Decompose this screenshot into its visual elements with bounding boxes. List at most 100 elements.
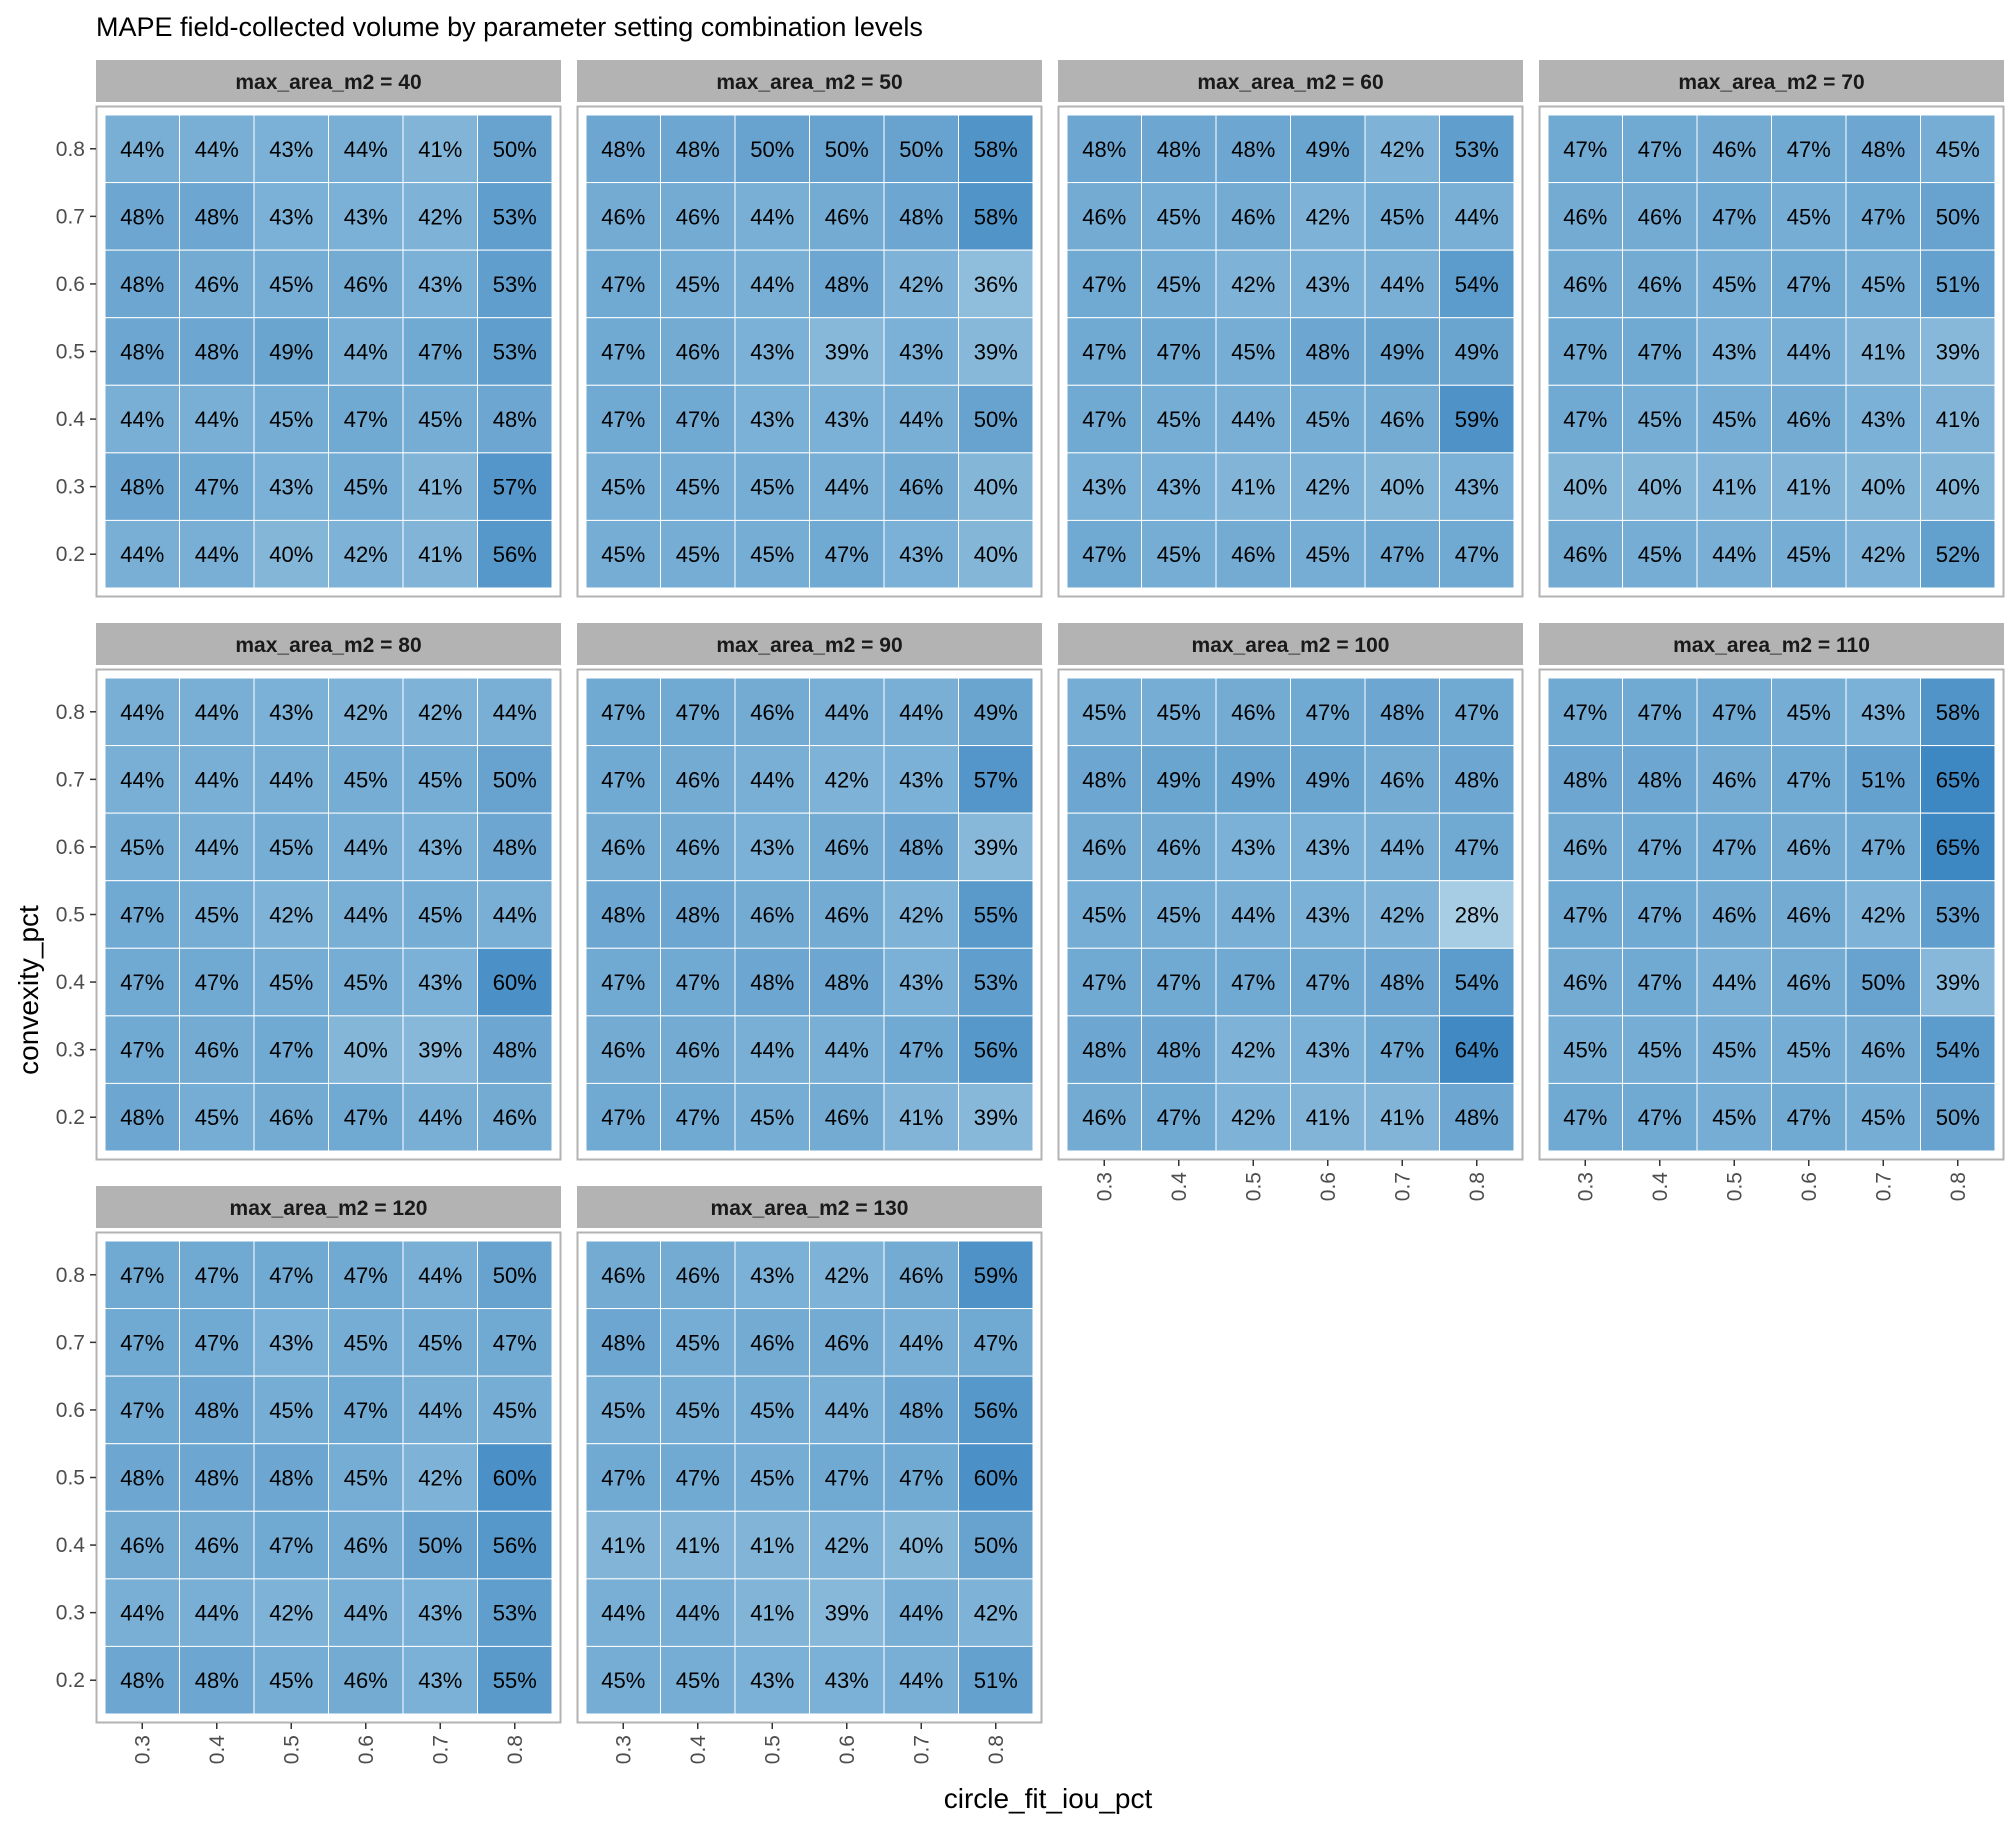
cell-value-label: 53% bbox=[493, 1601, 537, 1626]
heatmap-cell bbox=[958, 519, 1034, 589]
cell-value-label: 45% bbox=[269, 407, 313, 432]
cell-value-label: 65% bbox=[1936, 767, 1980, 792]
cell-value-label: 47% bbox=[1082, 407, 1126, 432]
cell-value-label: 47% bbox=[1380, 542, 1424, 567]
heatmap-cell bbox=[1439, 317, 1515, 386]
cell-value-label: 48% bbox=[120, 272, 164, 297]
x-axis-title: circle_fit_iou_pct bbox=[944, 1783, 1153, 1814]
heatmap-cell bbox=[328, 384, 404, 454]
cell-value-label: 40% bbox=[1861, 475, 1905, 500]
cell-value-label: 44% bbox=[825, 1398, 869, 1423]
cell-value-label: 44% bbox=[195, 137, 239, 162]
heatmap-cell bbox=[734, 1082, 810, 1152]
cell-value-label: 42% bbox=[899, 903, 943, 928]
heatmap-cell bbox=[958, 1082, 1034, 1152]
cell-value-label: 60% bbox=[493, 1466, 537, 1491]
cell-value-label: 44% bbox=[120, 767, 164, 792]
y-tick-label: 0.2 bbox=[56, 1669, 85, 1692]
cell-value-label: 45% bbox=[269, 970, 313, 995]
cell-value-label: 50% bbox=[974, 407, 1018, 432]
cell-value-label: 48% bbox=[120, 1668, 164, 1693]
heatmap-cell bbox=[809, 1082, 885, 1152]
y-tick-label: 0.8 bbox=[56, 1264, 85, 1287]
cell-value-label: 53% bbox=[1455, 137, 1499, 162]
cell-value-label: 47% bbox=[493, 1330, 537, 1355]
heatmap-cell bbox=[1439, 1082, 1515, 1152]
cell-value-label: 47% bbox=[1563, 137, 1607, 162]
heatmap-cell bbox=[660, 677, 736, 747]
cell-value-label: 42% bbox=[825, 1263, 869, 1288]
heatmap-cell bbox=[660, 249, 736, 319]
y-tick-label: 0.7 bbox=[56, 768, 85, 791]
cell-value-label: 46% bbox=[676, 1038, 720, 1063]
y-tick-label: 0.6 bbox=[56, 836, 85, 859]
cell-value-label: 44% bbox=[750, 1038, 794, 1063]
cell-value-label: 43% bbox=[269, 700, 313, 725]
heatmap-cell bbox=[660, 317, 736, 386]
cell-value-label: 45% bbox=[1787, 542, 1831, 567]
cell-value-label: 47% bbox=[1638, 1105, 1682, 1130]
heatmap-cell bbox=[1845, 317, 1921, 386]
heatmap-cell bbox=[660, 812, 736, 882]
heatmap-cell bbox=[883, 1015, 959, 1084]
facet-strip bbox=[1539, 623, 2004, 665]
heatmap-cell bbox=[1066, 947, 1142, 1017]
heatmap-cell bbox=[958, 1308, 1034, 1377]
cell-value-label: 57% bbox=[974, 767, 1018, 792]
cell-value-label: 48% bbox=[1157, 137, 1201, 162]
heatmap-cell bbox=[585, 1308, 661, 1377]
cell-value-label: 44% bbox=[1787, 340, 1831, 365]
cell-value-label: 42% bbox=[974, 1601, 1018, 1626]
heatmap-cell bbox=[402, 317, 478, 386]
facet-strip bbox=[96, 60, 561, 102]
heatmap-cell bbox=[1364, 1082, 1440, 1152]
heatmap-cell bbox=[1066, 1015, 1142, 1084]
heatmap-cell bbox=[477, 677, 553, 747]
heatmap-cell bbox=[402, 519, 478, 589]
cell-value-label: 48% bbox=[493, 407, 537, 432]
heatmap-cell bbox=[1547, 745, 1623, 814]
cell-value-label: 52% bbox=[1936, 542, 1980, 567]
y-tick-label: 0.5 bbox=[56, 904, 85, 927]
cell-value-label: 43% bbox=[1455, 475, 1499, 500]
heatmap-cell bbox=[179, 1240, 255, 1310]
x-tick-label: 0.4 bbox=[1168, 1172, 1191, 1202]
heatmap-cell bbox=[1771, 880, 1847, 949]
cell-value-label: 47% bbox=[1638, 137, 1682, 162]
cell-value-label: 44% bbox=[750, 204, 794, 229]
heatmap-cell bbox=[1845, 880, 1921, 949]
cell-value-label: 48% bbox=[1455, 767, 1499, 792]
cell-value-label: 47% bbox=[676, 1105, 720, 1130]
cell-value-label: 47% bbox=[1638, 903, 1682, 928]
heatmap-cell bbox=[1290, 677, 1366, 747]
heatmap-cell bbox=[179, 317, 255, 386]
cell-value-label: 45% bbox=[750, 1398, 794, 1423]
heatmap-cell bbox=[328, 880, 404, 949]
heatmap-cell bbox=[883, 452, 959, 521]
cell-value-label: 47% bbox=[899, 1466, 943, 1491]
heatmap-cell bbox=[1439, 384, 1515, 454]
cell-value-label: 48% bbox=[750, 970, 794, 995]
cell-value-label: 48% bbox=[676, 137, 720, 162]
cell-value-label: 44% bbox=[676, 1601, 720, 1626]
heatmap-cell bbox=[402, 249, 478, 319]
heatmap-cell bbox=[1920, 384, 1996, 454]
cell-value-label: 44% bbox=[1231, 407, 1275, 432]
cell-value-label: 47% bbox=[269, 1038, 313, 1063]
cell-value-label: 46% bbox=[344, 1533, 388, 1558]
cell-value-label: 45% bbox=[120, 835, 164, 860]
heatmap-cell bbox=[1845, 114, 1921, 184]
heatmap-cell bbox=[1771, 182, 1847, 251]
cell-value-label: 43% bbox=[1861, 407, 1905, 432]
cell-value-label: 47% bbox=[1082, 970, 1126, 995]
heatmap-cell bbox=[1920, 1015, 1996, 1084]
y-tick-label: 0.7 bbox=[56, 1331, 85, 1354]
heatmap-cell bbox=[1845, 677, 1921, 747]
facet-strip bbox=[96, 623, 561, 665]
heatmap-cell bbox=[585, 384, 661, 454]
x-tick-label: 0.5 bbox=[1723, 1172, 1746, 1201]
cell-value-label: 47% bbox=[1563, 1105, 1607, 1130]
cell-value-label: 44% bbox=[344, 340, 388, 365]
cell-value-label: 58% bbox=[974, 137, 1018, 162]
cell-value-label: 41% bbox=[418, 475, 462, 500]
